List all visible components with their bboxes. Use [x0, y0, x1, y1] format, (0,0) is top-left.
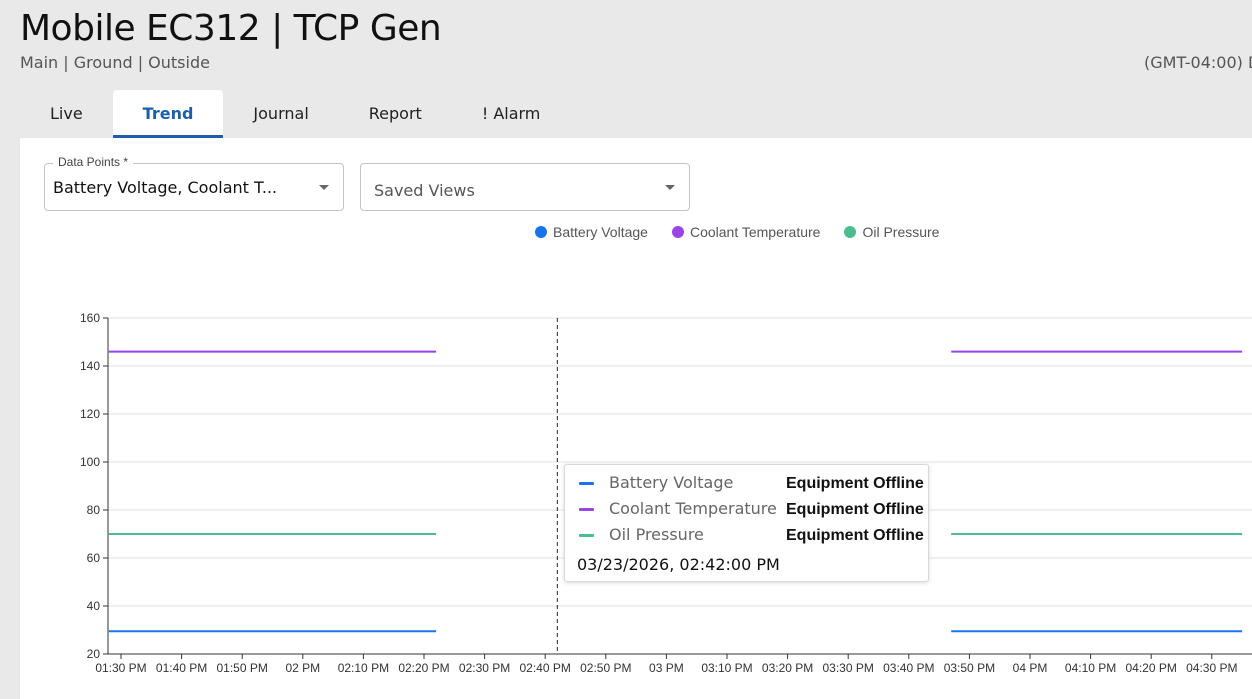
x-tick-label: 02:40 PM — [520, 661, 571, 675]
x-tick-label: 03:40 PM — [883, 661, 934, 675]
legend-label: Coolant Temperature — [689, 224, 821, 240]
chart-legend: Battery Voltage Coolant Temperature Oil … — [535, 224, 939, 240]
tooltip-series-name: Oil Pressure — [609, 525, 704, 544]
x-tick-label: 04:10 PM — [1065, 661, 1116, 675]
tab-report[interactable]: Report — [368, 104, 422, 123]
y-tick-label: 100 — [80, 455, 100, 469]
x-tick-label: 03:30 PM — [823, 661, 874, 675]
legend-dot-icon — [844, 226, 857, 238]
series-swatch-icon — [579, 508, 594, 511]
timezone-label: (GMT-04:00) De — [1144, 53, 1252, 72]
x-tick-label: 02:30 PM — [459, 661, 510, 675]
saved-views-placeholder: Saved Views — [374, 181, 475, 200]
legend-item-battery-voltage[interactable]: Battery Voltage — [535, 224, 648, 240]
legend-dot-icon — [671, 226, 684, 238]
x-tick-label: 01:30 PM — [95, 661, 146, 675]
tab-trend[interactable]: Trend — [112, 90, 224, 138]
tab-bar: Live Trend Journal Report ! Alarm — [20, 90, 570, 138]
tooltip-row: Coolant Temperature Equipment Offline — [577, 499, 924, 519]
legend-dot-icon — [535, 226, 547, 238]
x-tick-label: 03 PM — [649, 661, 684, 675]
legend-label: Battery Voltage — [553, 224, 648, 240]
series-swatch-icon — [579, 482, 594, 485]
tooltip-series-value: Equipment Offline — [786, 501, 924, 518]
chart-tooltip: Battery Voltage Equipment Offline Coolan… — [564, 464, 929, 582]
x-tick-label: 04:30 PM — [1186, 661, 1237, 675]
tab-live[interactable]: Live — [50, 104, 83, 123]
legend-item-oil-pressure[interactable]: Oil Pressure — [844, 224, 939, 240]
saved-views-select[interactable]: Saved Views — [360, 163, 690, 211]
series-swatch-icon — [579, 534, 594, 537]
legend-item-coolant-temperature[interactable]: Coolant Temperature — [671, 224, 821, 240]
y-tick-label: 40 — [87, 599, 101, 613]
y-tick-label: 120 — [80, 407, 100, 421]
tooltip-series-name: Coolant Temperature — [609, 499, 777, 518]
x-tick-label: 01:40 PM — [156, 661, 207, 675]
x-tick-label: 03:10 PM — [701, 661, 752, 675]
tooltip-row: Oil Pressure Equipment Offline — [577, 525, 924, 545]
tab-alarm[interactable]: ! Alarm — [481, 104, 541, 123]
data-points-value: Battery Voltage, Coolant T... — [53, 178, 278, 197]
legend-label: Oil Pressure — [862, 224, 940, 240]
tooltip-timestamp: 03/23/2026, 02:42:00 PM — [577, 555, 780, 574]
x-tick-label: 04:20 PM — [1126, 661, 1177, 675]
y-tick-label: 140 — [80, 359, 100, 373]
x-tick-label: 03:50 PM — [944, 661, 995, 675]
tooltip-row: Battery Voltage Equipment Offline — [577, 473, 924, 493]
tooltip-series-value: Equipment Offline — [786, 475, 924, 492]
x-tick-label: 02:50 PM — [580, 661, 631, 675]
x-tick-label: 01:50 PM — [217, 661, 268, 675]
data-points-select[interactable]: Data Points * Battery Voltage, Coolant T… — [44, 155, 344, 211]
chevron-down-icon[interactable] — [319, 185, 329, 190]
y-tick-label: 80 — [87, 503, 101, 517]
tooltip-series-value: Equipment Offline — [786, 527, 924, 544]
tooltip-series-name: Battery Voltage — [609, 473, 734, 492]
y-tick-label: 60 — [87, 551, 101, 565]
x-tick-label: 03:20 PM — [762, 661, 813, 675]
tab-journal[interactable]: Journal — [253, 104, 309, 123]
x-tick-label: 02 PM — [285, 661, 320, 675]
x-tick-label: 02:10 PM — [338, 661, 389, 675]
chevron-down-icon[interactable] — [665, 185, 675, 190]
page-title: Mobile EC312 | TCP Gen — [20, 8, 442, 49]
x-tick-label: 02:20 PM — [398, 661, 449, 675]
data-points-label: Data Points * — [53, 155, 134, 169]
y-tick-label: 160 — [80, 311, 100, 325]
y-tick-label: 20 — [87, 647, 101, 661]
x-tick-label: 04 PM — [1013, 661, 1048, 675]
breadcrumb: Main | Ground | Outside — [20, 53, 210, 72]
